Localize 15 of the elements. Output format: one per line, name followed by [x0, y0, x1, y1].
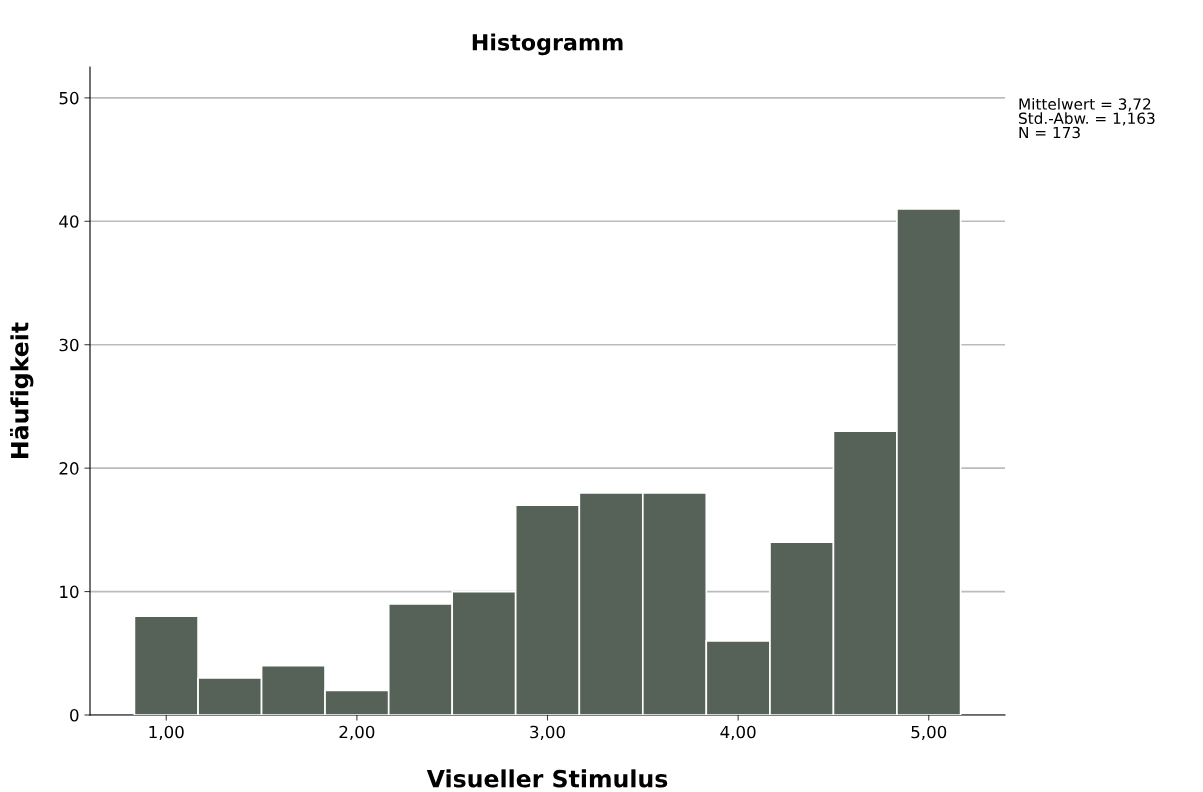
x-tick-label: 1,00 — [149, 725, 184, 741]
text: Mittelwert = 3,72 Std.-Abw. = 1,163 N = 173 — [1019, 98, 1155, 139]
chart-title: Histogramm — [472, 33, 623, 56]
x-tick-label: 4,00 — [720, 725, 756, 741]
y-tick-label: 50 — [59, 91, 79, 105]
x-tick-label: 3,00 — [530, 725, 565, 741]
x-tick-label: 5,00 — [911, 725, 947, 741]
y-tick-label: 0 — [70, 708, 79, 722]
x-axis-title: Visueller Stimulus — [426, 769, 668, 788]
y-tick-label: 30 — [59, 338, 79, 352]
y-tick-label: 20 — [59, 462, 79, 475]
y-tick-label: 10 — [60, 585, 79, 599]
y-axis-title: Häufigkeit — [10, 322, 34, 458]
x-tick-label: 2,00 — [339, 725, 375, 741]
y-tick-label: 40 — [59, 215, 79, 228]
